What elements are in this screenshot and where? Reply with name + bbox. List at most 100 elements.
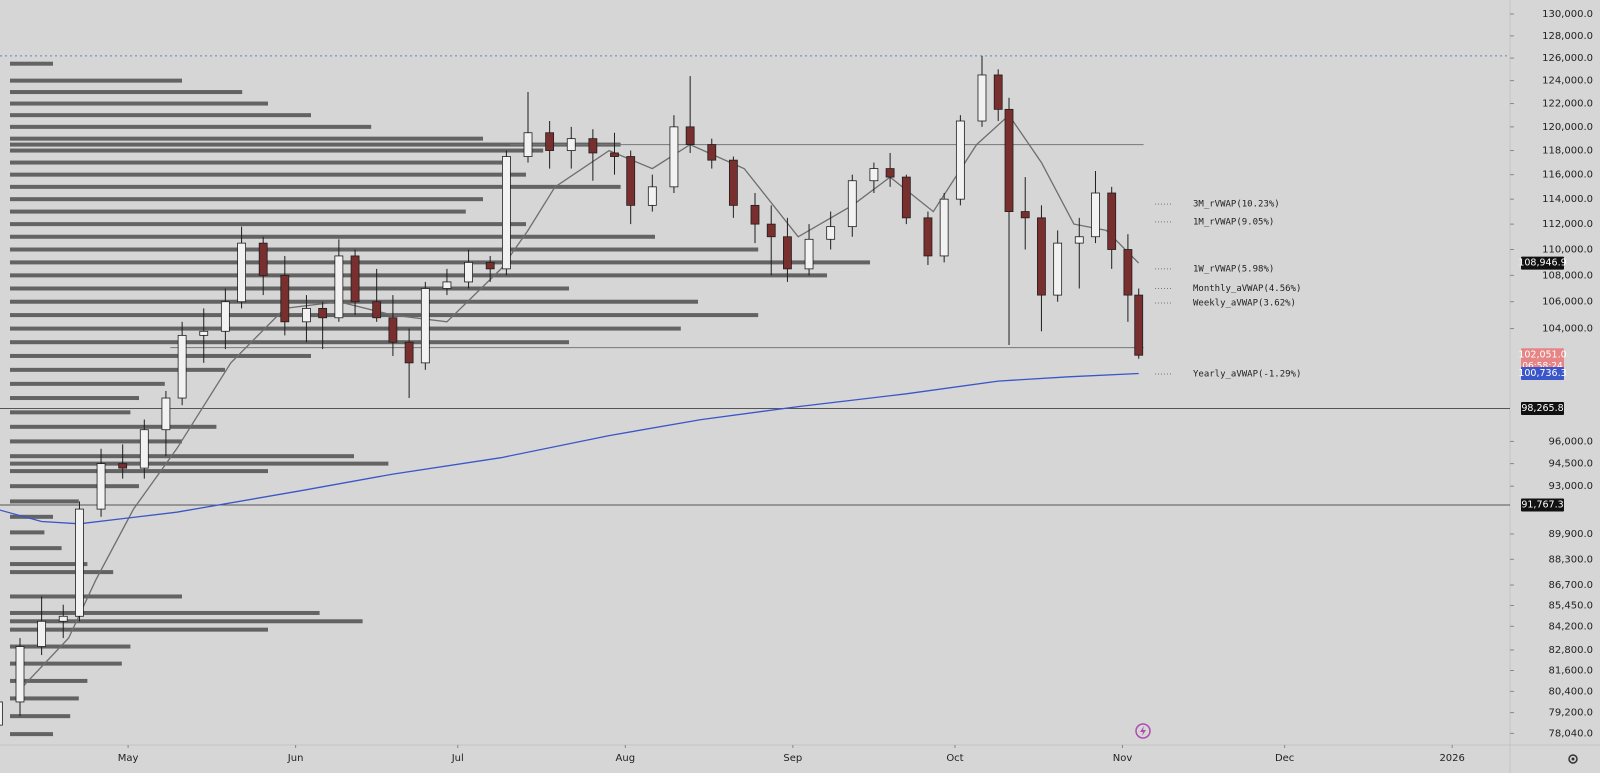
profile-bar bbox=[10, 499, 79, 504]
candle-body bbox=[464, 261, 473, 283]
price-tag-label: 108,946.9 bbox=[1518, 258, 1566, 269]
profile-bar bbox=[10, 247, 759, 252]
profile-bar bbox=[10, 644, 131, 649]
candle-body bbox=[1053, 242, 1063, 296]
settings-icon[interactable] bbox=[1568, 754, 1578, 764]
profile-bar bbox=[10, 454, 354, 459]
profile-bar bbox=[10, 142, 621, 147]
candle-body bbox=[220, 301, 230, 332]
candle-body bbox=[1020, 211, 1030, 219]
countdown: 06:58:24 bbox=[1522, 361, 1563, 371]
candle-body bbox=[885, 168, 895, 178]
y-tick-label: 88,300.0 bbox=[1548, 554, 1593, 565]
y-tick-label: 114,000.0 bbox=[1542, 194, 1593, 205]
price-tag-label: 100,736.3 bbox=[1518, 368, 1566, 379]
profile-bar bbox=[10, 273, 827, 278]
candle-body bbox=[869, 168, 879, 182]
profile-bar bbox=[10, 172, 526, 177]
overlay-line bbox=[0, 372, 1139, 525]
profile-bar bbox=[10, 469, 268, 474]
profile-bar bbox=[10, 461, 389, 466]
candle-body bbox=[901, 176, 911, 219]
price-tag bbox=[1521, 367, 1564, 381]
candle-body bbox=[1074, 236, 1084, 244]
profile-bar bbox=[10, 732, 53, 737]
y-tick-label: 106,000.0 bbox=[1542, 297, 1593, 308]
y-tick-label: 86,700.0 bbox=[1548, 580, 1593, 591]
candle-body bbox=[280, 274, 290, 323]
profile-bar bbox=[10, 514, 53, 519]
profile-bar bbox=[10, 484, 139, 489]
candle-body bbox=[501, 156, 511, 270]
candle-body bbox=[302, 307, 311, 323]
candle-body bbox=[728, 159, 738, 206]
y-tick-label: 94,500.0 bbox=[1548, 459, 1593, 470]
x-tick-label: Oct bbox=[946, 753, 963, 764]
candle-body bbox=[685, 126, 695, 145]
profile-bar bbox=[10, 439, 182, 444]
profile-bar bbox=[10, 234, 655, 239]
profile-bar bbox=[10, 61, 53, 66]
x-tick-label: Jul bbox=[451, 753, 464, 764]
profile-bar bbox=[10, 619, 363, 624]
profile-bar bbox=[10, 546, 62, 551]
y-tick-label: 104,000.0 bbox=[1542, 324, 1593, 335]
x-tick-label: Nov bbox=[1113, 753, 1133, 764]
candles bbox=[0, 55, 1144, 726]
x-tick-label: Dec bbox=[1275, 753, 1294, 764]
price-tag-label: 102,051.0 bbox=[1518, 349, 1566, 360]
y-tick-label: 81,600.0 bbox=[1548, 666, 1593, 677]
y-tick-label: 124,000.0 bbox=[1542, 76, 1593, 87]
y-tick-label: 128,000.0 bbox=[1542, 31, 1593, 42]
profile-bar bbox=[10, 326, 681, 331]
profile-bar bbox=[10, 90, 243, 95]
profile-bar bbox=[10, 562, 88, 567]
candle-body bbox=[766, 223, 776, 238]
candle-body bbox=[388, 317, 398, 343]
vwap-label: 1M_rVWAP(9.05%) bbox=[1193, 217, 1274, 227]
price-tag-label: 91,767.3 bbox=[1521, 499, 1563, 510]
candle-body bbox=[177, 334, 187, 399]
axes: 130,000.0 128,000.0 126,000.0 124,000.0 122,… bbox=[118, 9, 1593, 764]
candle-body bbox=[96, 463, 106, 510]
y-tick-label: 78,040.0 bbox=[1548, 728, 1593, 739]
profile-bar bbox=[10, 678, 88, 683]
vwap-label: 3M_rVWAP(10.23%) bbox=[1193, 200, 1280, 210]
y-tick-label: 85,450.0 bbox=[1548, 601, 1593, 612]
candle-body bbox=[847, 180, 857, 228]
overlay-line bbox=[19, 114, 1140, 691]
y-tick-label: 110,000.0 bbox=[1542, 245, 1593, 256]
candle-body bbox=[545, 132, 555, 151]
vwap-label: Monthly_aVWAP(4.56%) bbox=[1193, 284, 1301, 294]
candle-body bbox=[566, 138, 576, 151]
y-tick-label: 120,000.0 bbox=[1542, 122, 1593, 133]
flash-icon[interactable] bbox=[1135, 723, 1151, 739]
profile-bar bbox=[10, 353, 311, 358]
levels bbox=[0, 55, 1510, 506]
candle-body bbox=[610, 152, 619, 157]
y-tick-label: 96,000.0 bbox=[1548, 436, 1593, 447]
x-tick-label: May bbox=[118, 753, 139, 764]
y-tick-label: 118,000.0 bbox=[1542, 146, 1593, 157]
profile-bar bbox=[10, 661, 122, 666]
profile-bar bbox=[10, 197, 483, 202]
y-tick-label: 79,200.0 bbox=[1548, 708, 1593, 719]
y-tick-label: 82,800.0 bbox=[1548, 645, 1593, 656]
candle-body bbox=[318, 307, 328, 319]
price-tag bbox=[1521, 348, 1564, 373]
y-tick-label: 84,200.0 bbox=[1548, 621, 1593, 632]
candle-body bbox=[939, 198, 949, 257]
profile-bar bbox=[10, 410, 131, 415]
profile-bar bbox=[10, 424, 217, 429]
candle-body bbox=[977, 74, 987, 122]
candle-body bbox=[139, 429, 149, 469]
y-tick-label: 89,900.0 bbox=[1548, 529, 1593, 540]
profile-bar bbox=[10, 340, 569, 345]
profile-bar bbox=[10, 627, 268, 632]
candle-body bbox=[669, 126, 679, 188]
y-tick-label: 116,000.0 bbox=[1542, 170, 1593, 181]
candle-body bbox=[237, 242, 246, 303]
vwap-label: 1W_rVWAP(5.98%) bbox=[1193, 264, 1274, 274]
y-tick-label: 130,000.0 bbox=[1542, 9, 1593, 20]
